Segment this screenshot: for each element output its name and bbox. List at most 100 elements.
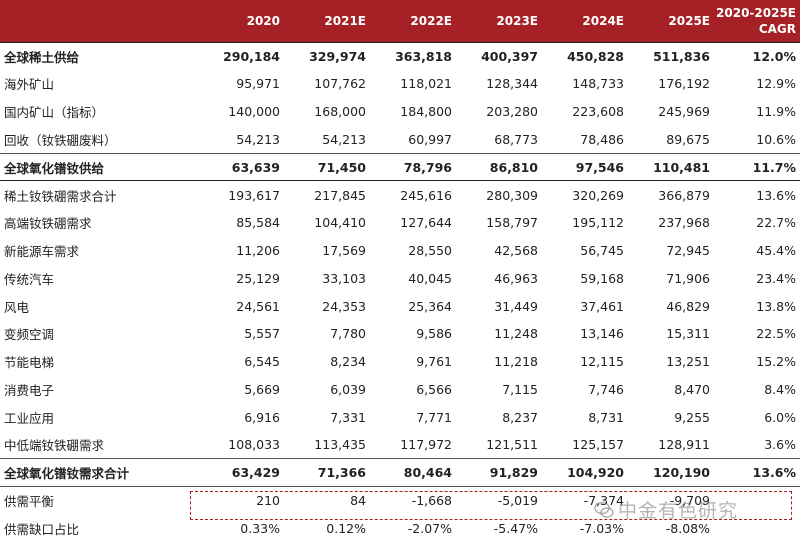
table-cell: 366,879	[630, 180, 716, 209]
table-cell: 6,039	[330, 381, 366, 397]
table-cell: 78,486	[580, 131, 624, 147]
row-label: 工业应用	[4, 410, 55, 426]
table-cell: 59,168	[580, 270, 624, 286]
table-cell: 9,761	[416, 354, 452, 370]
header-year: 2022E	[410, 13, 452, 28]
table-cell: 223,608	[572, 103, 624, 119]
table-cell: -7.03%	[579, 520, 624, 536]
cagr-cell: 11.7%	[716, 152, 800, 181]
row-label: 供需缺口占比	[4, 521, 80, 537]
table-cell: 0.12%	[326, 520, 366, 536]
table-cell: 245,969	[658, 103, 710, 119]
table-cell: 7,771	[416, 409, 452, 425]
table-row: 工业应用 6,916 7,331 7,771 8,237 8,731 9,255 6.0%	[0, 403, 800, 431]
table-cell: 117,972	[400, 437, 452, 453]
table-row: 海外矿山 95,971 107,762 118,021 128,344 148,733 17…	[0, 70, 800, 98]
table-row: 消费电子 5,669 6,039 6,566 7,115 7,746 8,470 8.4%	[0, 376, 800, 404]
table-cell: 168,000	[314, 103, 366, 119]
cagr-cell: 15.2%	[756, 354, 796, 370]
table-cell: 37,461	[580, 298, 624, 314]
table-cell: -9,709	[630, 486, 716, 515]
table-cell: -8.08%	[665, 520, 710, 536]
table-cell: 63,429	[200, 458, 286, 487]
table-cell: 245,616	[372, 180, 458, 209]
table-cell: 7,115	[502, 381, 538, 397]
table-cell: 17,569	[322, 242, 366, 258]
table-cell: 113,435	[314, 437, 366, 453]
table-cell: 128,344	[486, 76, 538, 92]
table-cell: 8,237	[502, 409, 538, 425]
row-label: 传统汽车	[4, 271, 55, 287]
cagr-cell: 12.0%	[716, 41, 800, 70]
table-row: 国内矿山（指标） 140,000 168,000 184,800 203,280 223,…	[0, 98, 800, 126]
table-cell: 72,945	[666, 242, 710, 258]
table-cell: 24,353	[322, 298, 366, 314]
table-cell: 193,617	[200, 180, 286, 209]
table-cell: 71,906	[666, 270, 710, 286]
table-row: 供需平衡 210 84 -1,668 -5,019 -7,374 -9,709	[0, 486, 800, 515]
table-cell: 80,464	[372, 458, 458, 487]
table-row: 高端钕铁硼需求 85,584 104,410 127,644 158,797 195,11…	[0, 209, 800, 237]
header-cagr-line2: CAGR	[758, 21, 796, 36]
table-cell: -2.07%	[407, 520, 452, 536]
table-cell: 128,911	[658, 437, 710, 453]
table-cell: 9,255	[674, 409, 710, 425]
cagr-cell: 13.6%	[716, 458, 800, 487]
header-label	[0, 0, 200, 42]
header-year: 2025E	[668, 13, 710, 28]
table-cell: 217,845	[286, 180, 372, 209]
header-year: 2024E	[582, 13, 624, 28]
header-year: 2023E	[496, 13, 538, 28]
cagr-cell: 22.7%	[756, 215, 796, 231]
table-cell: 85,584	[236, 215, 280, 231]
table-row: 回收（钕铁硼废料） 54,213 54,213 60,997 68,773 78,486 8…	[0, 125, 800, 153]
table-cell: 108,033	[228, 437, 280, 453]
row-label: 中低端钕铁硼需求	[4, 438, 105, 454]
table-cell: 8,470	[674, 381, 710, 397]
table-cell: 56,745	[580, 242, 624, 258]
table-cell: 7,746	[588, 381, 624, 397]
table-cell: 71,366	[286, 458, 372, 487]
table-cell: 11,206	[236, 242, 280, 258]
table-cell: -5,019	[458, 486, 544, 515]
table-cell: 8,234	[330, 354, 366, 370]
table-cell: 511,836	[630, 41, 716, 70]
table-cell: 28,550	[408, 242, 452, 258]
table-cell: 107,762	[314, 76, 366, 92]
table-row: 传统汽车 25,129 33,103 40,045 46,963 59,168 71,906…	[0, 264, 800, 292]
table-row: 变频空调 5,557 7,780 9,586 11,248 13,146 15,311 22.…	[0, 320, 800, 348]
table-cell: 104,920	[544, 458, 630, 487]
table-row: 中低端钕铁硼需求 108,033 113,435 117,972 121,511 125,…	[0, 431, 800, 459]
table-cell: 86,810	[458, 152, 544, 181]
table-cell: 46,963	[494, 270, 538, 286]
table-cell: 7,780	[330, 326, 366, 342]
table-cell: -7,374	[544, 486, 630, 515]
table-cell: 140,000	[228, 103, 280, 119]
row-label: 新能源车需求	[4, 243, 80, 259]
table-cell: 31,449	[494, 298, 538, 314]
table-cell: 84	[286, 486, 372, 515]
table-cell: 400,397	[458, 41, 544, 70]
table-cell: 125,157	[572, 437, 624, 453]
table-cell: 195,112	[572, 215, 624, 231]
table-cell: 11,218	[494, 354, 538, 370]
table-cell: 203,280	[486, 103, 538, 119]
table-cell: 104,410	[314, 215, 366, 231]
header-row: 2020 2021E 2022E 2023E 2024E 2025E 2020-…	[0, 0, 800, 42]
table-cell: 63,639	[200, 152, 286, 181]
cagr-cell	[716, 486, 800, 515]
table-cell: 450,828	[544, 41, 630, 70]
table-cell: 12,115	[580, 354, 624, 370]
table-cell: 121,511	[486, 437, 538, 453]
table-cell: 0.33%	[240, 520, 280, 536]
table-cell: 25,129	[236, 270, 280, 286]
table-cell: 42,568	[494, 242, 538, 258]
row-label: 国内矿山（指标）	[4, 104, 105, 120]
table-cell: -1,668	[372, 486, 458, 515]
table-cell: 89,675	[666, 131, 710, 147]
table-cell: 6,916	[244, 409, 280, 425]
table-cell: 363,818	[372, 41, 458, 70]
table-row: 全球稀土供给 290,184 329,974 363,818 400,397 450,82…	[0, 41, 800, 70]
table-cell: 6,545	[244, 354, 280, 370]
table-cell: 40,045	[408, 270, 452, 286]
